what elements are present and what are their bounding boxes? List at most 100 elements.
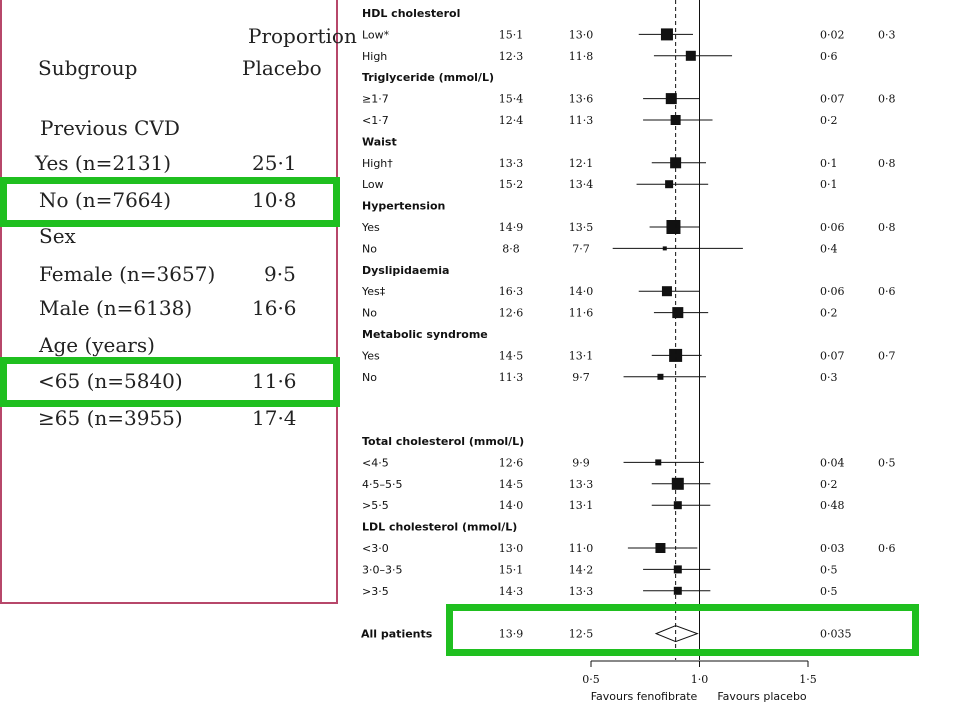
forest-feno-value: 13·6 — [569, 93, 594, 106]
forest-placebo-value: 12·6 — [499, 307, 524, 320]
forest-p-value: 0·48 — [820, 499, 845, 512]
forest-group-label: Total cholesterol (mmol/L) — [362, 435, 524, 448]
point-estimate — [662, 246, 667, 251]
forest-group-label: Dyslipidaemia — [362, 264, 449, 277]
forest-placebo-value: 14·5 — [499, 478, 524, 491]
forest-p-value: 0·1 — [820, 178, 838, 191]
forest-p-value: 0·06 — [820, 285, 845, 298]
left-row-label: Female (n=3657) — [39, 262, 216, 286]
point-estimate — [673, 586, 682, 595]
forest-feno-value: 11·3 — [569, 114, 594, 127]
forest-feno-value: 12·1 — [569, 157, 594, 170]
forest-feno-value: 13·4 — [569, 178, 594, 191]
forest-feno-value: 13·1 — [569, 349, 594, 362]
forest-p-value: 0·035 — [820, 628, 852, 641]
forest-placebo-value: 14·9 — [499, 221, 524, 234]
forest-p-value: 0·4 — [820, 242, 838, 255]
forest-p-value: 0·04 — [820, 456, 845, 469]
forest-placebo-value: 13·0 — [499, 542, 524, 555]
forest-group-label: LDL cholesterol (mmol/L) — [362, 521, 517, 534]
left-row-value: 10·8 — [252, 188, 297, 212]
forest-p-interaction: 0·6 — [878, 285, 896, 298]
forest-p-value: 0·3 — [820, 371, 838, 384]
forest-feno-value: 9·7 — [572, 371, 590, 384]
forest-row-label: ≥1·7 — [362, 93, 389, 106]
forest-placebo-value: 12·6 — [499, 456, 524, 469]
forest-row-label: No — [362, 371, 377, 384]
forest-placebo-value: 12·4 — [499, 114, 524, 127]
forest-p-value: 0·2 — [820, 114, 838, 127]
forest-rows: HDL cholesterol Low* 15·1 13·0 0·02 0·3 High 12… — [361, 7, 896, 643]
forest-row-label: No — [362, 307, 377, 320]
point-estimate — [657, 373, 664, 380]
left-row-label: <65 (n=5840) — [38, 369, 183, 393]
forest-row-label: 4·5–5·5 — [362, 478, 403, 491]
forest-group-label: Hypertension — [362, 200, 445, 213]
left-row-label: Age (years) — [39, 333, 155, 357]
forest-group-label: Metabolic syndrome — [362, 328, 488, 341]
forest-placebo-value: 8·8 — [502, 242, 520, 255]
left-row-value: 17·4 — [252, 406, 297, 430]
forest-feno-value: 13·5 — [569, 221, 594, 234]
left-row-label: Previous CVD — [40, 116, 180, 140]
forest-p-value: 0·5 — [820, 585, 838, 598]
forest-row-label: >5·5 — [362, 499, 389, 512]
forest-placebo-value: 15·1 — [499, 28, 524, 41]
forest-feno-value: 11·0 — [569, 542, 594, 555]
forest-placebo-value: 13·3 — [499, 157, 524, 170]
forest-feno-value: 13·3 — [569, 478, 594, 491]
x-tick-label: 1·5 — [799, 673, 817, 686]
highlight-box-age — [0, 357, 340, 407]
point-estimate — [660, 28, 673, 41]
forest-row-label: 3·0–3·5 — [362, 563, 403, 576]
forest-group-label: Waist — [362, 135, 397, 148]
forest-p-value: 0·2 — [820, 307, 838, 320]
point-estimate — [685, 50, 696, 61]
forest-p-value: 0·2 — [820, 478, 838, 491]
forest-feno-value: 14·0 — [569, 285, 594, 298]
header-proportion: Proportion — [248, 24, 357, 48]
forest-placebo-value: 12·3 — [499, 50, 524, 63]
forest-feno-value: 7·7 — [572, 242, 590, 255]
forest-placebo-value: 16·3 — [499, 285, 524, 298]
forest-feno-value: 12·5 — [569, 628, 594, 641]
left-row-label: ≥65 (n=3955) — [38, 406, 183, 430]
forest-p-value: 0·1 — [820, 157, 838, 170]
forest-row-label: Yes‡ — [361, 285, 386, 298]
point-estimate — [673, 501, 682, 510]
point-estimate — [665, 180, 674, 189]
point-estimate — [672, 307, 684, 319]
forest-row-label: No — [362, 242, 377, 255]
highlight-box-all-patients — [446, 604, 919, 656]
point-estimate — [661, 286, 672, 297]
forest-row-label: High — [362, 50, 387, 63]
forest-feno-value: 13·0 — [569, 28, 594, 41]
point-estimate — [665, 93, 677, 105]
forest-p-value: 0·07 — [820, 93, 845, 106]
point-estimate — [655, 459, 662, 466]
forest-row-label: <1·7 — [362, 114, 389, 127]
left-row-value: 9·5 — [264, 262, 296, 286]
point-estimate — [655, 543, 666, 553]
forest-feno-value: 13·3 — [569, 585, 594, 598]
left-row-label: Sex — [39, 224, 76, 248]
forest-group-label: Triglyceride (mmol/L) — [362, 71, 494, 84]
forest-p-value: 0·03 — [820, 542, 845, 555]
forest-feno-value: 9·9 — [572, 456, 590, 469]
forest-row-label: All patients — [361, 628, 433, 641]
forest-row-label: Yes — [361, 221, 380, 234]
forest-p-interaction: 0·8 — [878, 157, 896, 170]
forest-placebo-value: 15·1 — [499, 563, 524, 576]
favours-left-label: Favours fenofibrate — [591, 690, 698, 703]
forest-p-value: 0·6 — [820, 50, 838, 63]
forest-feno-value: 11·6 — [569, 307, 594, 320]
forest-placebo-value: 14·3 — [499, 585, 524, 598]
forest-feno-value: 14·2 — [569, 563, 594, 576]
forest-p-interaction: 0·8 — [878, 93, 896, 106]
forest-p-interaction: 0·7 — [878, 349, 896, 362]
left-table-panel: Proportion Subgroup Placebo Previous CVD… — [0, 0, 357, 604]
forest-p-value: 0·02 — [820, 28, 845, 41]
left-row-label: No (n=7664) — [39, 188, 172, 212]
left-row-value: 16·6 — [252, 296, 297, 320]
forest-placebo-value: 11·3 — [499, 371, 524, 384]
